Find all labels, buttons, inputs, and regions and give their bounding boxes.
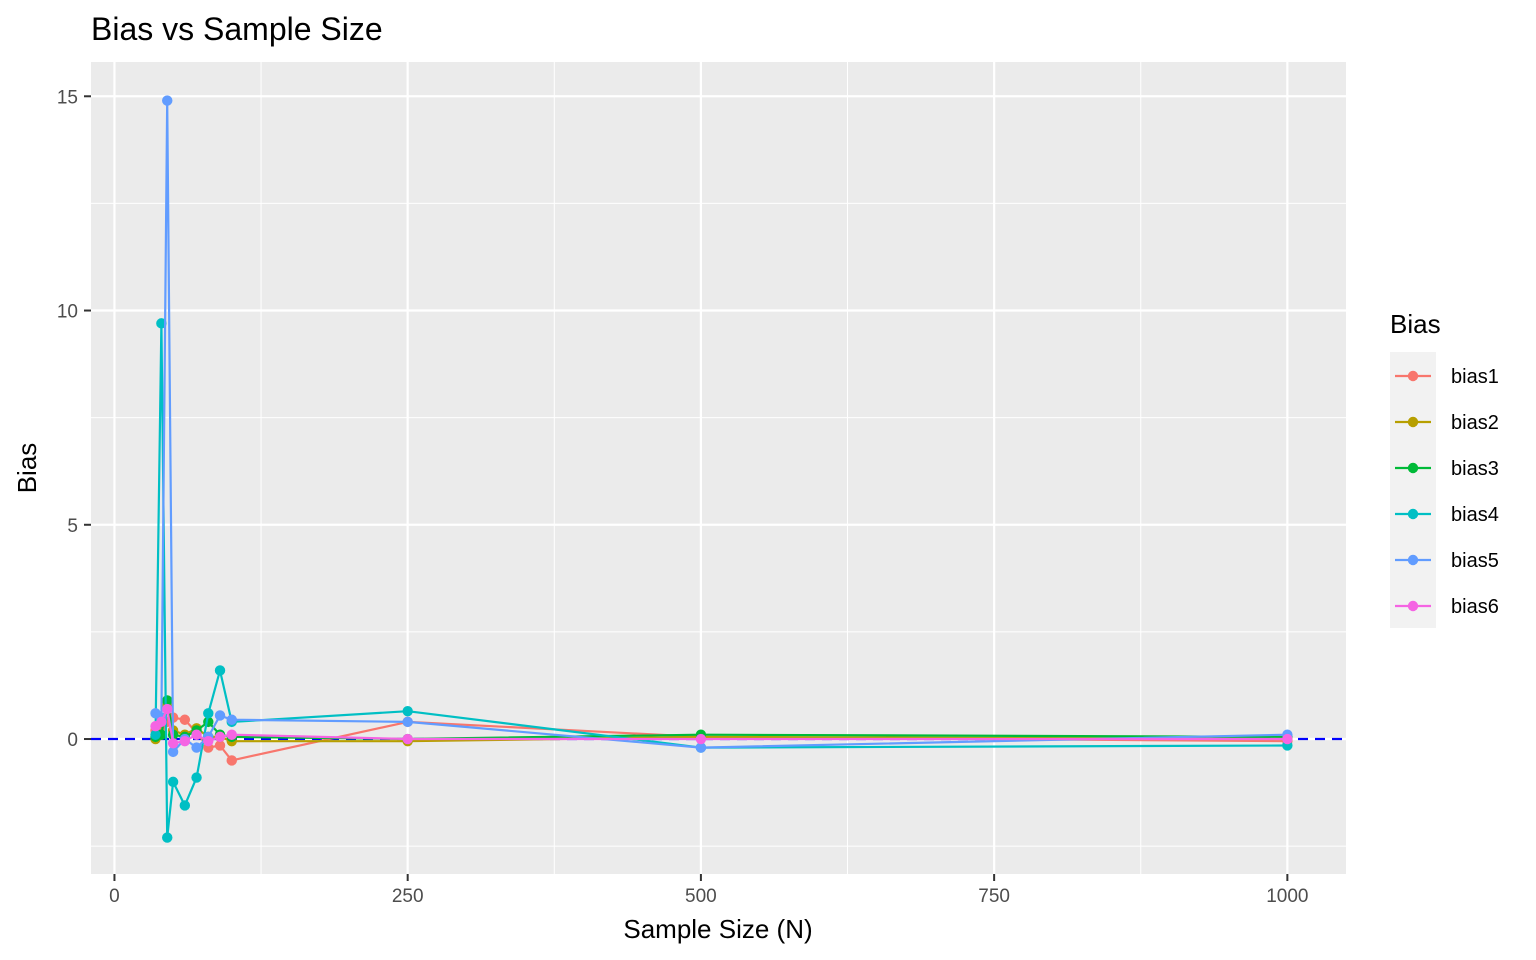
legend-key-point xyxy=(1407,600,1419,612)
x-tick-label: 0 xyxy=(109,886,120,907)
legend-item-bias1: bias1 xyxy=(1395,366,1499,388)
data-point-bias6 xyxy=(402,733,413,745)
legend-item-bias3: bias3 xyxy=(1395,458,1499,480)
x-tick-label: 250 xyxy=(392,886,424,907)
data-point-bias6 xyxy=(156,716,167,728)
y-tick-label: 5 xyxy=(67,516,78,537)
data-point-bias1 xyxy=(226,755,237,766)
legend-key-point xyxy=(1407,370,1419,382)
legend-label: bias4 xyxy=(1451,504,1499,526)
legend-label: bias5 xyxy=(1451,550,1499,572)
legend-label: bias2 xyxy=(1451,412,1499,434)
data-point-bias1 xyxy=(214,740,226,751)
data-point-bias4 xyxy=(203,708,214,719)
data-point-bias4 xyxy=(150,729,161,740)
data-point-bias6 xyxy=(191,729,202,740)
data-point-bias6 xyxy=(203,735,214,747)
data-point-bias4 xyxy=(402,705,413,717)
data-point-bias6 xyxy=(214,731,226,743)
y-tick-label: 0 xyxy=(67,730,78,751)
legend-key-point xyxy=(1407,508,1419,520)
series-bias6 xyxy=(150,703,1293,749)
data-point-bias5 xyxy=(226,714,237,725)
y-tick-label: 10 xyxy=(57,302,78,323)
series-line-bias5 xyxy=(154,99,1288,754)
series-layer xyxy=(150,95,1293,843)
legend-key-point xyxy=(1407,416,1419,428)
chart-title: Bias vs Sample Size xyxy=(91,11,383,47)
plot-panel xyxy=(91,62,1346,874)
data-point-bias5 xyxy=(162,95,173,106)
legend-key-point xyxy=(1407,462,1419,474)
data-point-bias6 xyxy=(167,738,179,749)
series-line-bias4 xyxy=(154,322,1288,839)
data-point-bias4 xyxy=(214,665,226,676)
x-tick-label: 750 xyxy=(978,886,1010,907)
legend-key-point xyxy=(1407,554,1419,566)
data-point-bias5 xyxy=(695,742,707,753)
data-point-bias4 xyxy=(179,800,191,811)
x-tick-label: 1000 xyxy=(1266,886,1308,907)
axes: 0 250 500 750 1000 0 5 10 15 xyxy=(57,87,1309,907)
legend-label: bias1 xyxy=(1451,366,1499,388)
data-point-bias6 xyxy=(695,733,707,745)
legend-label: bias3 xyxy=(1451,458,1499,480)
x-tick-label: 500 xyxy=(685,886,717,907)
data-point-bias6 xyxy=(162,703,173,715)
data-point-bias1 xyxy=(179,714,191,725)
legend-item-bias5: bias5 xyxy=(1395,550,1499,572)
data-point-bias6 xyxy=(1282,733,1293,745)
legend-item-bias6: bias6 xyxy=(1395,596,1499,618)
data-point-bias5 xyxy=(214,710,226,721)
legend-key-background xyxy=(1390,352,1436,628)
data-point-bias4 xyxy=(162,832,173,843)
legend-item-bias2: bias2 xyxy=(1395,412,1499,434)
data-point-bias5 xyxy=(402,716,413,728)
data-point-bias5 xyxy=(167,746,179,758)
y-axis-title: Bias xyxy=(12,443,42,494)
data-point-bias4 xyxy=(191,772,202,783)
legend-title: Bias xyxy=(1390,309,1441,339)
data-point-bias4 xyxy=(167,776,179,788)
legend-item-bias4: bias4 xyxy=(1395,504,1499,526)
legend-label: bias6 xyxy=(1451,596,1499,618)
data-point-bias4 xyxy=(156,318,167,329)
data-point-bias6 xyxy=(179,735,191,747)
data-point-bias5 xyxy=(191,742,202,753)
x-axis-title: Sample Size (N) xyxy=(623,914,812,944)
legend: Bias bias1 bias2 bias3 bias4 bias5 bias6 xyxy=(1390,309,1499,628)
y-tick-label: 15 xyxy=(57,87,78,108)
data-point-bias6 xyxy=(226,729,237,740)
